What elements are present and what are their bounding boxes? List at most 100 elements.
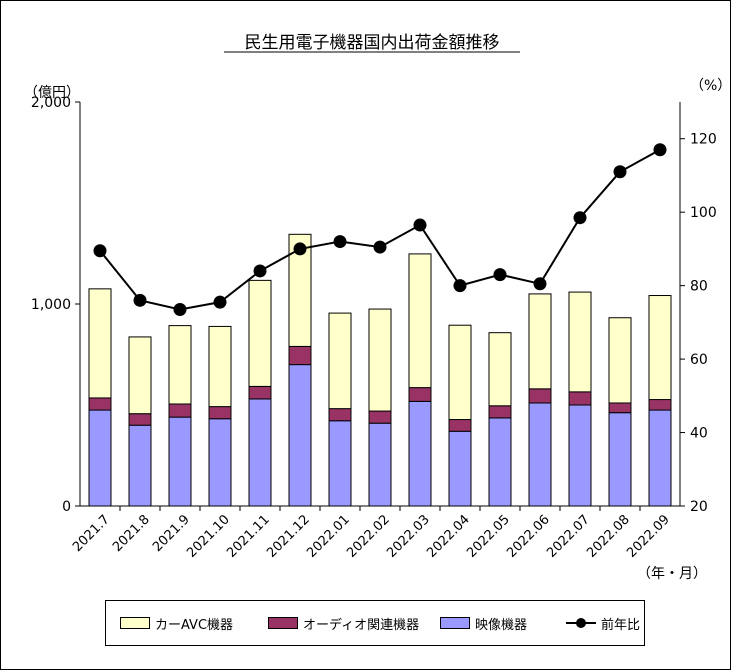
y-right-tick-label: 40 [690,426,708,442]
line-point [613,165,627,179]
bar-segment-1-9 [448,419,472,432]
x-tick-label: 2022.05 [464,512,513,561]
bar-segment-0-12 [568,404,592,507]
x-tick-label: 2021.8 [110,512,153,555]
line-point [573,211,587,225]
bar-segment-0-11 [528,402,552,507]
legend-label: カーAVC機器 [155,617,234,633]
y-left-tick-label: 2,000 [31,95,71,111]
bar-segment-1-6 [328,408,352,422]
line-point [173,303,187,317]
bar-segment-1-14 [648,399,672,411]
x-tick-label: 2021.7 [70,512,113,555]
x-unit: （年・月） [637,566,707,582]
x-tick-label: 2021.10 [184,512,233,561]
line-point [93,244,107,258]
legend-swatch [268,617,298,629]
line-point [533,277,547,291]
legend-swatch [120,617,150,629]
bar-segment-2-13 [608,317,632,404]
bar-segment-2-4 [248,279,272,387]
bar-segment-1-2 [168,403,192,418]
legend-item: 前年比 [566,615,641,633]
y-left-tick-label: 1,000 [31,297,71,313]
bar-segment-0-14 [648,409,672,507]
bar-segment-2-6 [328,312,352,410]
bar-segment-2-2 [168,325,192,405]
bar-segment-0-9 [448,430,472,507]
y-right-tick-label: 100 [690,205,717,221]
bar-segment-0-1 [128,424,152,507]
line-point [133,293,147,307]
legend-swatch [566,617,596,629]
bar-segment-1-8 [408,387,432,402]
x-tick-label: 2021.11 [224,512,273,561]
legend-item: オーディオ関連機器 [268,615,420,633]
bar-segment-1-0 [88,397,112,411]
bar-segment-1-5 [288,345,312,366]
legend-item: カーAVC機器 [120,615,234,633]
line-point [653,143,667,157]
bar-segment-0-10 [488,417,512,507]
bar-segment-1-12 [568,391,592,406]
bar-segment-0-6 [328,420,352,507]
line-point [213,295,227,309]
x-tick-label: 2022.08 [584,512,633,561]
bars-group [88,233,672,507]
legend-swatch [440,617,470,629]
legend-label: オーディオ関連機器 [303,617,420,633]
x-tick-label: 2022.09 [624,512,673,561]
bar-segment-0-13 [608,412,632,507]
bar-segment-2-3 [208,325,232,408]
chart-title: 民生用電子機器国内出荷金額推移 [245,33,500,53]
x-tick-label: 2022.07 [544,512,593,561]
x-tick-label: 2022.06 [504,512,553,561]
x-tick-label: 2022.01 [304,512,353,561]
line-point [253,264,267,278]
bar-segment-2-8 [408,253,432,389]
line-point [293,242,307,256]
bar-segment-1-11 [528,388,552,404]
bar-segment-0-7 [368,422,392,507]
bar-segment-1-7 [368,410,392,424]
legend: カーAVC機器 オーディオ関連機器 映像機器 前年比 [105,600,645,646]
y-left-unit: （億円） [24,85,80,101]
legend-label: 映像機器 [475,617,528,633]
bar-segment-2-9 [448,324,472,421]
bar-segment-1-13 [608,402,632,414]
y-right-tick-label: 20 [690,499,708,515]
bar-segment-0-2 [168,416,192,507]
line-point [453,279,467,293]
legend-label: 前年比 [601,617,641,633]
bar-segment-2-0 [88,288,112,399]
bar-segment-0-8 [408,400,432,507]
bar-segment-2-1 [128,336,152,415]
y-right-tick-label: 60 [690,352,708,368]
x-tick-label: 2022.02 [344,512,393,561]
bar-segment-1-1 [128,413,152,426]
x-tick-label: 2021.12 [264,512,313,561]
bar-segment-1-4 [248,385,272,400]
bar-segment-2-14 [648,295,672,401]
line-point [333,235,347,249]
legend-item: 映像機器 [440,615,528,633]
bar-segment-2-10 [488,332,512,407]
bar-segment-2-5 [288,233,312,347]
line-point [493,268,507,282]
bar-segment-0-4 [248,398,272,507]
line-series-path [99,148,661,311]
line-point [413,218,427,232]
bar-segment-0-0 [88,409,112,507]
y-right-unit: （%） [690,78,731,94]
bar-line-chart: 民生用電子機器国内出荷金額推移 （億円） （%） （年・月） 0 1,000 2,0… [24,33,731,582]
line-point [373,240,387,254]
x-tick-label: 2022.03 [384,512,433,561]
axes-group [75,101,685,511]
y-right-tick-label: 80 [690,279,708,295]
bar-segment-1-3 [208,406,232,420]
line-series-group [93,143,667,317]
bar-segment-2-7 [368,308,392,412]
bar-segment-0-3 [208,418,232,507]
bar-segment-2-11 [528,293,552,390]
bar-segment-2-12 [568,291,592,393]
